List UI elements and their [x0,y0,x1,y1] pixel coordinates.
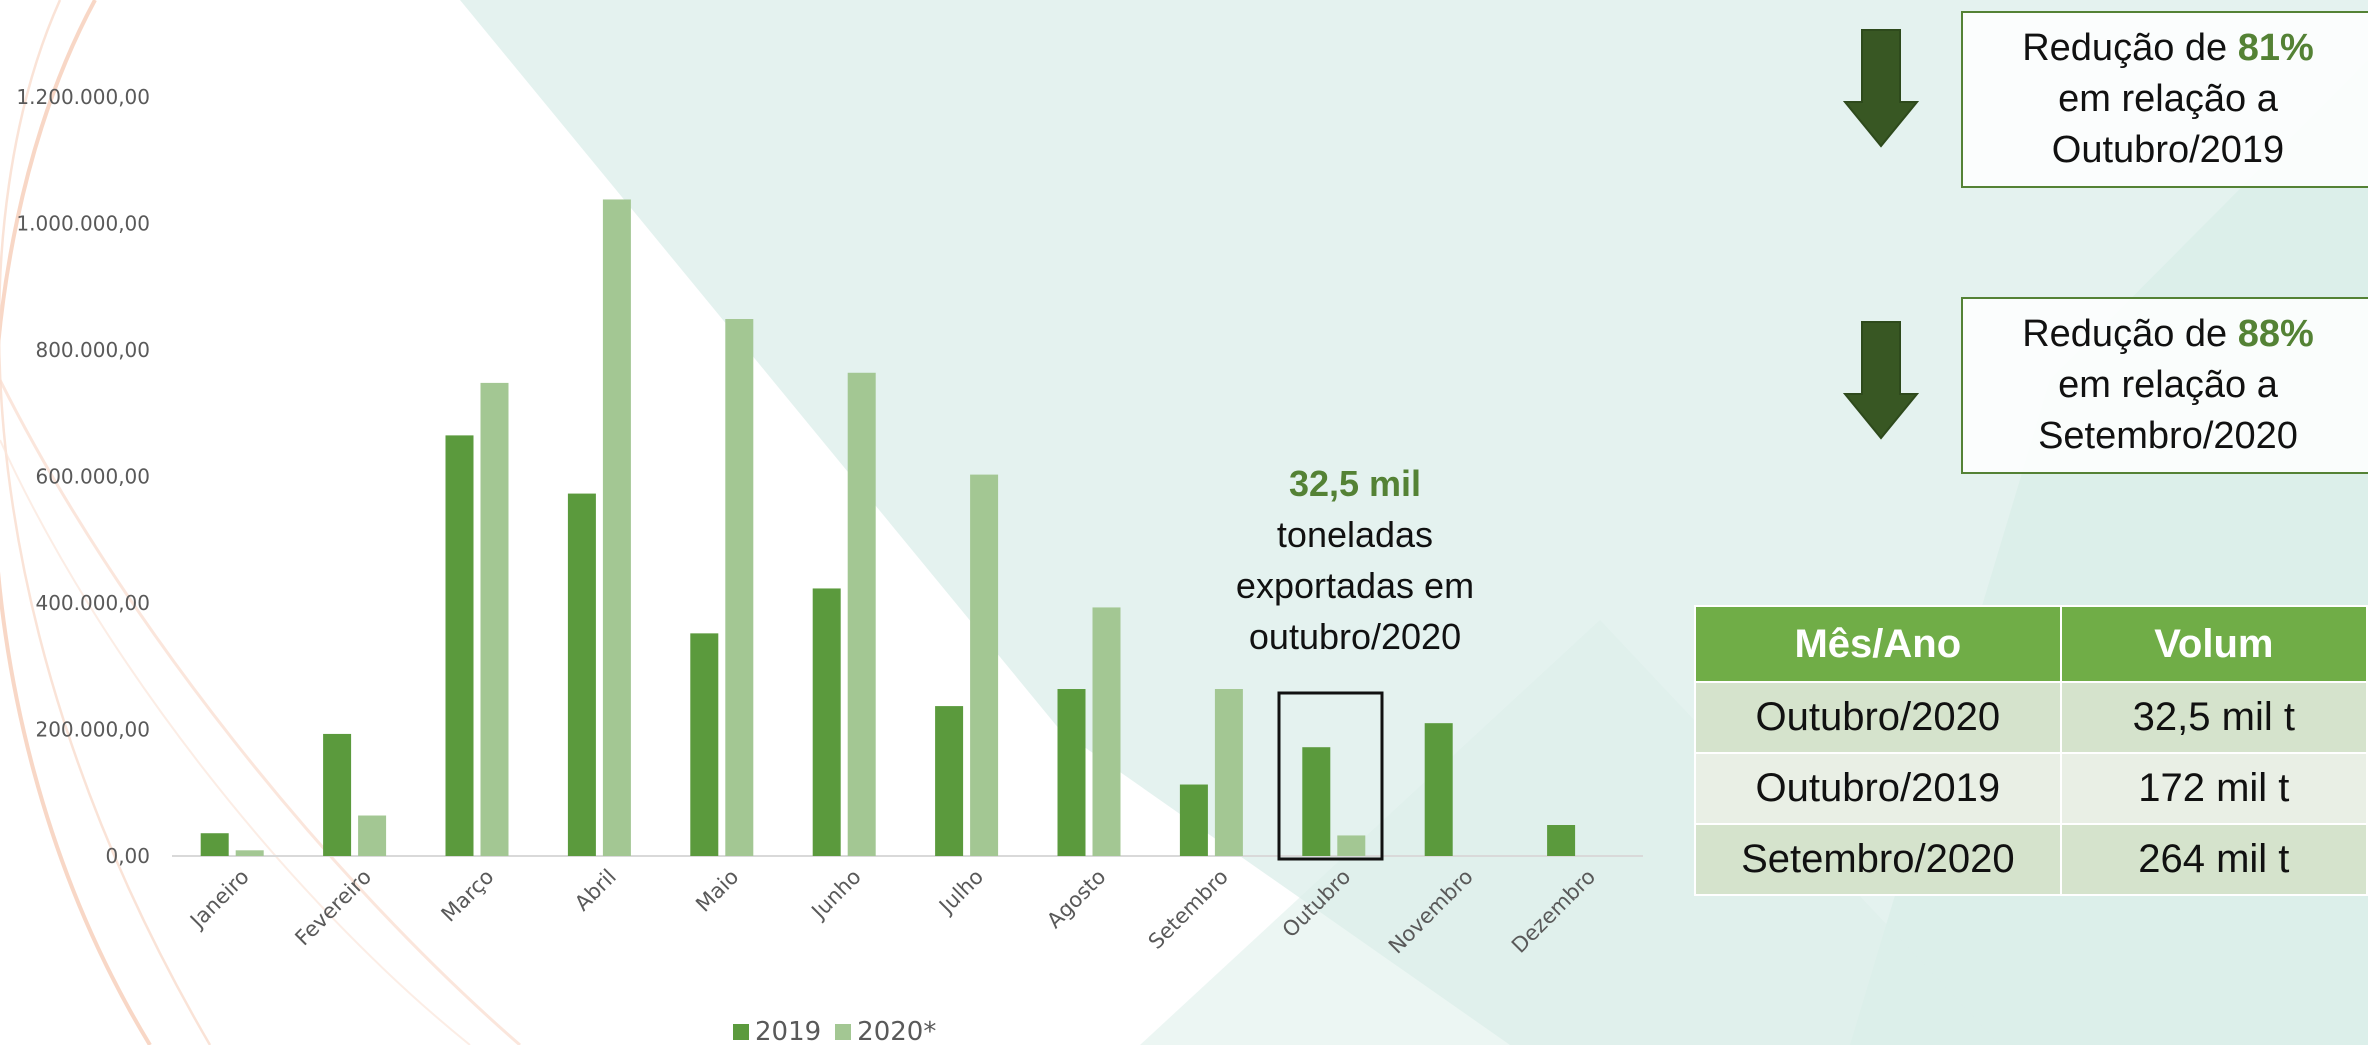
october-annotation: 32,5 mil toneladas exportadas em outubro… [1200,458,1510,662]
reduction-1-prefix: Redução de [2022,27,2238,69]
reduction-box-1: Redução de 81% em relação a Outubro/2019 [1961,11,2368,188]
highlight-box [1277,691,1384,861]
legend-item-2019: 2019 [733,1017,821,1047]
annotation-value: 32,5 mil [1288,463,1422,504]
reduction-2-line2: em relação a [2058,364,2278,406]
y-tick-label: 400.000,00 [35,591,150,615]
annotation-line2: exportadas em [1235,565,1475,606]
bar-2019-0 [200,833,229,856]
annotation-line3: outubro/2020 [1248,616,1462,657]
legend-swatch-2019 [733,1024,749,1040]
bar-2019-6 [935,706,964,856]
legend-label-2020: 2020* [857,1017,937,1047]
x-tick-label: Agosto [1042,865,1110,933]
y-tick-label: 1.200.000,00 [16,85,150,109]
bar-2020-1 [358,815,387,856]
table-cell: Outubro/2020 [1694,681,2062,754]
down-arrow-icon [1843,321,1919,440]
table-cell: Outubro/2019 [1694,752,2062,825]
bar-2020-7 [1092,607,1121,856]
bar-2019-7 [1057,689,1086,856]
table-row: Setembro/2020 264 mil t [1694,823,2368,896]
x-tick-label: Maio [691,865,743,917]
x-tick-label: Setembro [1144,865,1233,954]
reduction-1-line2: em relação a [2058,78,2278,120]
reduction-2-pct: 88% [2237,313,2314,355]
x-tick-label: Outubro [1278,865,1356,943]
table-cell: 264 mil t [2059,823,2368,896]
reduction-1-pct: 81% [2237,27,2314,69]
table-cell: 32,5 mil t [2059,681,2368,754]
bar-2020-8 [1214,689,1243,856]
bar-2020-2 [480,382,509,856]
bar-2020-3 [602,199,631,857]
table-cell: 172 mil t [2059,752,2368,825]
bar-group [200,199,1576,857]
bar-2020-5 [847,372,876,856]
legend-item-2020: 2020* [835,1017,936,1047]
x-tick-label: Junho [806,865,866,925]
volume-table: Mês/Ano Volum Outubro/2020 32,5 mil t Ou… [1694,605,2368,896]
reduction-1-line3: Outubro/2019 [2051,129,2285,171]
x-tick-label: Julho [933,865,988,920]
down-arrow-icon [1843,29,1919,148]
y-tick-label: 800.000,00 [35,338,150,362]
chart-legend: 2019 2020* [733,1017,936,1047]
y-tick-label: 0,00 [105,844,150,868]
reduction-box-2: Redução de 88% em relação a Setembro/202… [1961,297,2368,474]
y-tick-label: 200.000,00 [35,718,150,742]
bar-2019-8 [1179,784,1208,856]
bar-2019-9 [1302,747,1331,856]
reduction-2-prefix: Redução de [2022,313,2238,355]
bar-2019-11 [1547,825,1576,856]
bar-2019-10 [1424,723,1453,856]
x-tick-label: Novembro [1384,865,1478,959]
bar-2019-1 [323,733,352,856]
bar-2019-3 [567,493,596,856]
bar-2020-6 [970,474,999,856]
y-axis: 0,00 200.000,00 400.000,00 600.000,00 800.00… [16,85,150,868]
legend-label-2019: 2019 [755,1017,822,1047]
annotation-line1: toneladas [1276,514,1434,555]
bar-2019-2 [445,435,474,856]
bar-2019-5 [812,588,841,856]
x-tick-label: Fevereiro [290,865,376,951]
x-axis: Janeiro Fevereiro Março Abril Maio Junho Julho… [184,865,1600,959]
bar-2020-4 [725,319,754,856]
x-tick-label: Abril [570,865,621,916]
reduction-2-line3: Setembro/2020 [2038,415,2298,457]
x-tick-label: Março [437,865,499,927]
bar-2020-0 [235,850,264,856]
table-row: Outubro/2019 172 mil t [1694,752,2368,825]
table-header-volume: Volum [2059,605,2368,683]
bar-2019-4 [690,633,719,856]
table-row: Outubro/2020 32,5 mil t [1694,681,2368,754]
x-tick-label: Dezembro [1507,865,1600,958]
bar-2020-9 [1337,835,1366,856]
table-header-month: Mês/Ano [1694,605,2062,683]
table-cell: Setembro/2020 [1694,823,2062,896]
y-tick-label: 600.000,00 [35,465,150,489]
legend-swatch-2020 [835,1024,852,1040]
y-tick-label: 1.000.000,00 [16,212,150,236]
table-header-row: Mês/Ano Volum [1694,605,2368,683]
x-tick-label: Janeiro [184,865,253,934]
